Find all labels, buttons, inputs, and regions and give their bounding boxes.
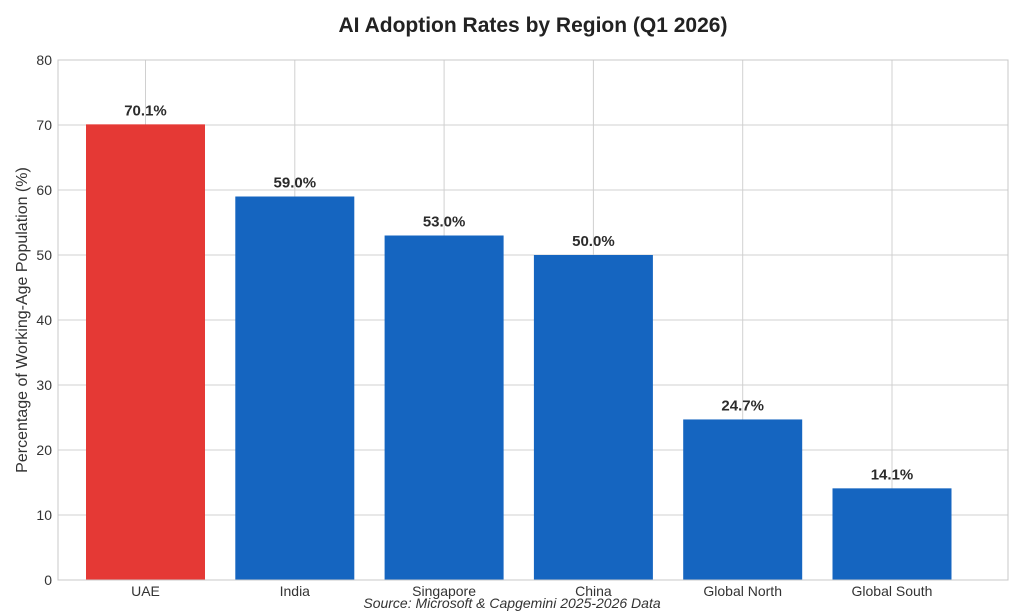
y-tick-label: 40 xyxy=(36,312,52,328)
plot-frame xyxy=(57,59,1009,581)
source-note: Source: Microsoft & Capgemini 2025-2026 … xyxy=(363,595,660,611)
bar-value-label: 53.0% xyxy=(423,214,466,231)
bar-value-label: 14.1% xyxy=(871,466,914,483)
y-tick-label: 70 xyxy=(36,117,52,133)
y-tick-label: 60 xyxy=(36,182,52,198)
x-tick-label: Singapore xyxy=(412,583,476,599)
y-tick-label: 0 xyxy=(44,572,52,588)
bar-uae xyxy=(86,124,205,580)
y-tick-label: 30 xyxy=(36,377,52,393)
x-tick-label: China xyxy=(575,583,612,599)
y-axis-label: Percentage of Working-Age Population (%) xyxy=(14,167,31,473)
y-tick-label: 80 xyxy=(36,52,52,68)
bar-global-north xyxy=(683,419,803,580)
x-tick-label: UAE xyxy=(131,583,160,599)
chart-title: AI Adoption Rates by Region (Q1 2026) xyxy=(339,14,728,37)
bars xyxy=(86,124,952,580)
data-labels: 70.1% 59.0% 53.0% 50.0% 24.7% 14.1% xyxy=(124,102,913,483)
bar-india xyxy=(235,196,355,580)
bar-value-label: 59.0% xyxy=(274,175,317,192)
bar-value-label: 24.7% xyxy=(721,397,764,414)
bar-value-label: 70.1% xyxy=(124,102,167,119)
y-tick-label: 50 xyxy=(36,247,52,263)
y-ticks: 0 10 20 30 40 50 60 70 80 xyxy=(36,52,52,588)
bar-value-label: 50.0% xyxy=(572,233,615,250)
bar-singapore xyxy=(384,235,504,580)
x-ticks: UAE India Singapore China Global North Global… xyxy=(131,583,932,599)
bar-china xyxy=(533,255,653,580)
bar-global-south xyxy=(832,488,952,580)
x-tick-label: Global South xyxy=(852,583,933,599)
x-tick-label: India xyxy=(280,583,311,599)
x-tick-label: Global North xyxy=(703,583,782,599)
y-tick-label: 10 xyxy=(36,507,52,523)
y-tick-label: 20 xyxy=(36,442,52,458)
